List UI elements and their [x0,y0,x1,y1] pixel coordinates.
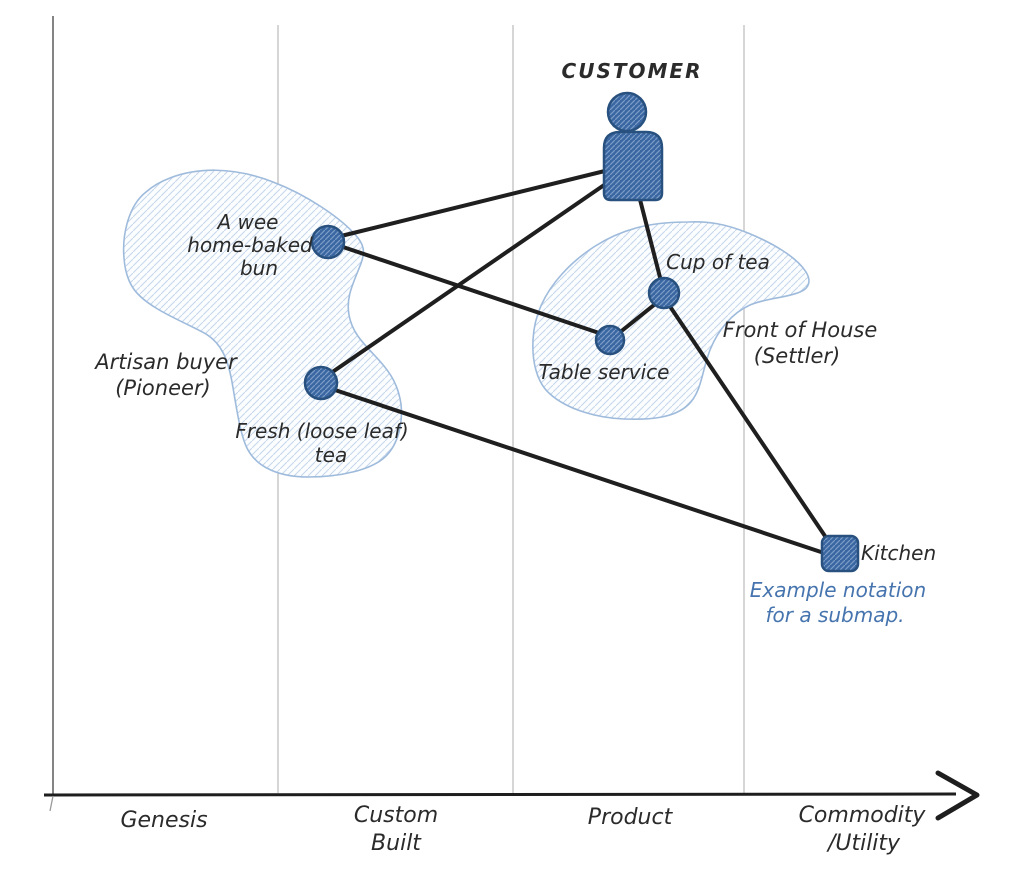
labels: CUSTOMER A wee home-baked bun Artisan bu… [93,59,936,627]
x-axis-arrow-icon [935,770,980,821]
edge-freshtea-kitchen [333,388,823,554]
edge-freshtea-customer [329,170,625,375]
node-cup-of-tea [647,276,681,310]
node-fresh-tea [303,365,339,401]
edge-cupoftea-tableservice [617,299,661,335]
node-kitchen-label: Kitchen [861,541,936,565]
node-fresh-tea-label-line1: Fresh (loose leaf) [235,419,408,443]
node-kitchen-submap [820,534,860,573]
node-bun-label-line1: A wee [215,210,278,234]
customer-icon [602,91,664,202]
customer-body-icon [602,130,664,202]
node-cup-of-tea-label: Cup of tea [666,250,770,274]
submap-note-line2: for a submap. [765,603,904,627]
evolution-stage-labels: Genesis Custom Built Product Commodity /… [120,803,926,856]
stage-genesis-label: Genesis [120,808,207,833]
customer-label: CUSTOMER [562,59,703,83]
stage-product-label: Product [588,805,674,830]
customer-head-icon [606,91,648,133]
x-axis-line [43,792,957,797]
edge-customer-cupoftea [634,182,665,291]
stage-custom-built-label-line2: Built [371,831,422,856]
cluster-pioneer-label-line1: Artisan buyer [93,350,238,374]
node-bun-label-line2: home-baked [187,233,313,257]
stage-custom-built-label-line1: Custom [354,803,438,828]
edge-cupoftea-kitchen [667,303,829,541]
node-bun-label-line3: bun [240,256,278,280]
value-chain-edges [329,165,829,554]
edge-bun-customer [339,165,623,238]
axes [43,16,980,821]
node-bun [310,224,346,260]
cluster-settler-blob [532,221,810,421]
component-nodes [303,224,860,573]
submap-note-line1: Example notation [750,578,926,602]
cluster-settler-label-line2: (Settler) [754,344,841,368]
stage-commodity-label-line1: Commodity [799,803,927,828]
stage-commodity-label-line2: /Utility [826,831,901,856]
node-table-service [594,324,626,356]
cluster-pioneer-label-line2: (Pioneer) [115,376,211,400]
node-table-service-label: Table service [539,360,670,384]
edge-bun-tableservice [341,245,610,338]
cluster-settler-label-line1: Front of House [723,318,878,342]
axis-tick [49,795,54,812]
node-fresh-tea-label-line2: tea [315,443,347,467]
